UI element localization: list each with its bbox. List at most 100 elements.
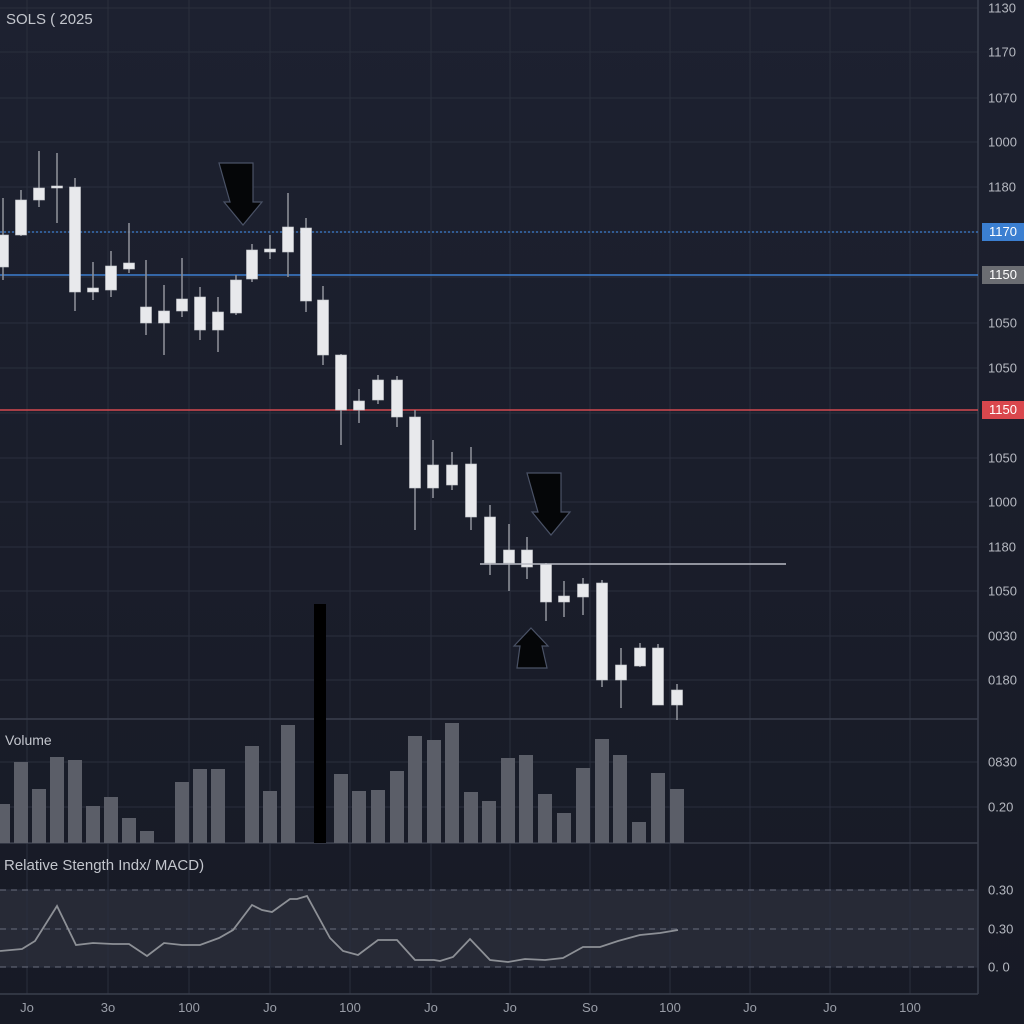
price-tag-gray: 1150 [982, 266, 1024, 284]
price-axis-label: 1180 [988, 539, 1016, 555]
time-axis-label: Jo [743, 1000, 757, 1015]
candle-body[interactable] [282, 226, 294, 253]
candle-body[interactable] [87, 287, 99, 293]
price-axis-label: 1050 [988, 360, 1017, 376]
rsi-panel-label: Relative Stength Indx/ MACD) [4, 857, 205, 874]
volume-bar [519, 755, 533, 843]
volume-bar [557, 813, 571, 843]
candle-body[interactable] [0, 234, 9, 268]
candle-body[interactable] [446, 464, 458, 486]
volume-bar [576, 768, 590, 843]
volume-bar [632, 822, 646, 843]
candle-body[interactable] [615, 664, 627, 681]
time-axis-label: 100 [339, 1000, 361, 1015]
candle-body[interactable] [158, 310, 170, 324]
candle-body[interactable] [634, 647, 646, 667]
candle-body[interactable] [140, 306, 152, 324]
time-axis-label: Jo [263, 1000, 277, 1015]
sell-signal-arrow-2-icon [526, 472, 572, 536]
volume-bar [501, 758, 515, 843]
volume-bar [245, 746, 259, 843]
volume-bar [371, 790, 385, 843]
candle-body[interactable] [246, 249, 258, 280]
candle-body[interactable] [33, 187, 45, 201]
time-axis-label: 3o [100, 1000, 116, 1015]
volume-bar [334, 774, 348, 843]
candle-body[interactable] [176, 298, 188, 312]
price-axis-label: 1180 [988, 179, 1016, 195]
sell-signal-arrow-1-icon [218, 162, 264, 226]
volume-axis-label: 0.20 [988, 799, 1014, 815]
candle-body[interactable] [230, 279, 242, 314]
candle-body[interactable] [503, 549, 515, 564]
time-axis-label: 100 [899, 1000, 921, 1015]
candle-body[interactable] [51, 185, 63, 189]
time-axis-label: Jo [823, 1000, 837, 1015]
volume-bar [538, 794, 552, 843]
price-axis-label: 1050 [988, 583, 1017, 599]
volume-bar [464, 792, 478, 843]
volume-bar [670, 789, 684, 843]
price-axis-label: 1170 [988, 44, 1016, 60]
price-tag-red: 1150 [982, 401, 1024, 419]
candle-body[interactable] [264, 248, 276, 253]
rsi-axis-label: 0. 0 [988, 959, 1010, 975]
candle-body[interactable] [353, 400, 365, 411]
volume-axis-label: 0830 [988, 754, 1017, 770]
candle-body[interactable] [484, 516, 496, 564]
candle-body[interactable] [69, 186, 81, 293]
chart-title: SOLS ( 2025 [6, 11, 93, 28]
price-axis-label: 1050 [988, 315, 1017, 331]
rsi-line [0, 894, 679, 963]
volume-bar [193, 769, 207, 843]
buy-signal-arrow-icon [512, 627, 550, 669]
volume-bar [122, 818, 136, 843]
candle-body[interactable] [335, 354, 347, 411]
candle-body[interactable] [671, 689, 683, 706]
candle-body[interactable] [105, 265, 117, 291]
candle-body[interactable] [123, 262, 135, 270]
candle-body[interactable] [212, 311, 224, 331]
time-axis-label: Jo [424, 1000, 438, 1015]
candle-body[interactable] [300, 227, 312, 302]
candle-body[interactable] [540, 563, 552, 603]
candle-body[interactable] [409, 416, 421, 489]
price-axis-label: 0180 [988, 672, 1017, 688]
volume-bar [0, 804, 10, 843]
candle-body[interactable] [577, 583, 589, 598]
volume-bar [613, 755, 627, 843]
candle-body[interactable] [596, 582, 608, 681]
rsi-axis-label: 0.30 [988, 882, 1014, 898]
price-axis-label: 1000 [988, 134, 1017, 150]
price-axis-label: 1070 [988, 90, 1017, 106]
candle-body[interactable] [427, 464, 439, 489]
candle-body[interactable] [652, 647, 664, 706]
volume-bar [50, 757, 64, 843]
rsi-axis-label: 0.30 [988, 921, 1014, 937]
volume-bar [651, 773, 665, 843]
price-tag-blue: 1170 [982, 223, 1024, 241]
volume-bar [263, 791, 277, 843]
volume-bar [408, 736, 422, 843]
price-axis-label: 1050 [988, 450, 1017, 466]
time-axis-label: 100 [659, 1000, 681, 1015]
volume-panel-label: Volume [5, 732, 52, 748]
candle-body[interactable] [465, 463, 477, 518]
candle-body[interactable] [15, 199, 27, 236]
candle-body[interactable] [521, 549, 533, 568]
volume-bar [482, 801, 496, 843]
candle-body[interactable] [194, 296, 206, 331]
volume-bar [104, 797, 118, 843]
volume-bar [140, 831, 154, 843]
volume-bar [14, 762, 28, 843]
candle-body[interactable] [391, 379, 403, 418]
volume-highlight-bar [314, 604, 326, 843]
time-axis-label: Jo [20, 1000, 34, 1015]
volume-bar [390, 771, 404, 843]
candle-body[interactable] [372, 379, 384, 401]
volume-bar [175, 782, 189, 843]
candle-body[interactable] [317, 299, 329, 356]
candle-body[interactable] [558, 595, 570, 603]
